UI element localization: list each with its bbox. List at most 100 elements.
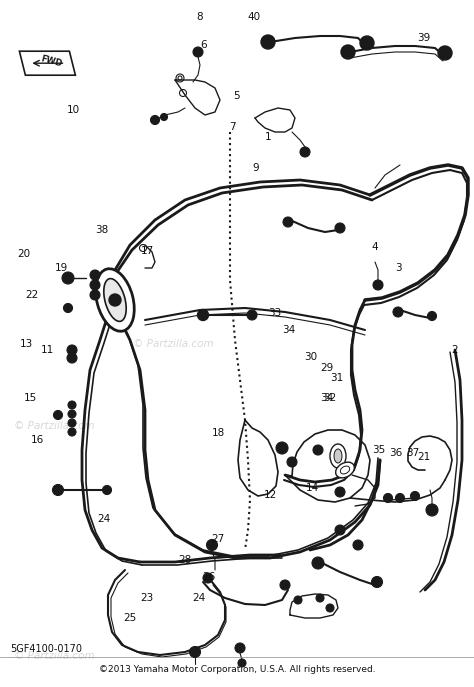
Circle shape — [193, 47, 203, 57]
Text: 6: 6 — [201, 40, 207, 49]
Text: FWD: FWD — [40, 54, 63, 69]
Circle shape — [90, 280, 100, 290]
Circle shape — [335, 487, 345, 497]
Text: 12: 12 — [264, 490, 277, 499]
Circle shape — [109, 294, 121, 306]
Text: 39: 39 — [418, 33, 431, 43]
Text: ©2013 Yamaha Motor Corporation, U.S.A. All rights reserved.: ©2013 Yamaha Motor Corporation, U.S.A. A… — [99, 664, 375, 673]
Text: 40: 40 — [247, 12, 260, 22]
Circle shape — [393, 307, 403, 317]
Circle shape — [283, 217, 293, 227]
Circle shape — [102, 486, 111, 495]
Circle shape — [313, 445, 323, 455]
Ellipse shape — [336, 462, 355, 478]
Circle shape — [247, 310, 257, 320]
Text: 28: 28 — [178, 555, 191, 565]
Text: 36: 36 — [389, 449, 402, 458]
Text: 31: 31 — [330, 373, 343, 383]
Text: 15: 15 — [24, 394, 37, 403]
Circle shape — [68, 428, 76, 436]
Circle shape — [62, 272, 74, 284]
Circle shape — [203, 573, 213, 583]
Circle shape — [53, 484, 64, 495]
Text: 32: 32 — [323, 394, 336, 403]
Circle shape — [67, 345, 77, 355]
Ellipse shape — [96, 269, 134, 331]
Text: © Partzilla.com: © Partzilla.com — [14, 421, 95, 431]
Text: 10: 10 — [67, 105, 80, 115]
Circle shape — [383, 493, 392, 502]
Text: 2: 2 — [452, 346, 458, 355]
Text: 14: 14 — [306, 483, 319, 493]
Circle shape — [161, 113, 167, 120]
Circle shape — [90, 270, 100, 280]
Text: 8: 8 — [196, 12, 202, 22]
Text: 18: 18 — [211, 428, 225, 438]
Text: 38: 38 — [95, 225, 109, 235]
Circle shape — [238, 659, 246, 667]
Text: 9: 9 — [253, 164, 259, 173]
Text: 16: 16 — [31, 435, 45, 444]
Circle shape — [312, 557, 324, 569]
Text: 3: 3 — [395, 263, 401, 273]
Circle shape — [68, 410, 76, 418]
Circle shape — [151, 115, 159, 124]
Text: 1: 1 — [264, 133, 271, 142]
Circle shape — [90, 290, 100, 300]
Text: 35: 35 — [373, 445, 386, 455]
Circle shape — [207, 539, 218, 550]
Text: 27: 27 — [211, 534, 225, 544]
Text: 34: 34 — [283, 325, 296, 335]
Text: 5: 5 — [234, 91, 240, 101]
Text: 30: 30 — [304, 352, 317, 362]
Circle shape — [335, 525, 345, 535]
Circle shape — [353, 540, 363, 550]
Text: 19: 19 — [55, 263, 68, 273]
Circle shape — [300, 147, 310, 157]
Circle shape — [341, 45, 355, 59]
Circle shape — [426, 504, 438, 516]
Text: 29: 29 — [320, 363, 334, 372]
Ellipse shape — [104, 279, 126, 322]
Circle shape — [360, 36, 374, 50]
Text: 20: 20 — [17, 249, 30, 259]
Circle shape — [67, 353, 77, 363]
Text: 26: 26 — [202, 572, 215, 582]
Circle shape — [287, 457, 297, 467]
Text: 33: 33 — [268, 308, 282, 317]
Text: 4: 4 — [371, 243, 378, 252]
Text: 37: 37 — [406, 449, 419, 458]
Circle shape — [54, 411, 63, 420]
Text: 13: 13 — [19, 339, 33, 348]
Circle shape — [261, 35, 275, 49]
Text: 17: 17 — [140, 246, 154, 256]
Circle shape — [276, 442, 288, 454]
Text: © Partzilla.com: © Partzilla.com — [14, 651, 95, 661]
Text: 25: 25 — [124, 613, 137, 623]
Circle shape — [235, 643, 245, 653]
Text: 24: 24 — [98, 514, 111, 523]
Circle shape — [438, 46, 452, 60]
Circle shape — [326, 604, 334, 612]
Text: 7: 7 — [229, 122, 236, 132]
Ellipse shape — [334, 449, 342, 463]
Text: © Partzilla.com: © Partzilla.com — [133, 339, 213, 348]
Circle shape — [335, 223, 345, 233]
Text: 34: 34 — [320, 394, 334, 403]
Circle shape — [373, 280, 383, 290]
Circle shape — [280, 580, 290, 590]
Text: 5GF4100-0170: 5GF4100-0170 — [10, 644, 82, 654]
Circle shape — [316, 594, 324, 602]
Circle shape — [410, 491, 419, 501]
Text: 11: 11 — [41, 346, 54, 355]
Text: 23: 23 — [140, 593, 154, 602]
Text: 24: 24 — [192, 593, 206, 602]
Circle shape — [68, 401, 76, 409]
Circle shape — [294, 596, 302, 604]
Circle shape — [64, 304, 73, 313]
Text: 21: 21 — [418, 452, 431, 462]
Circle shape — [372, 576, 383, 587]
Circle shape — [190, 646, 201, 657]
Ellipse shape — [330, 444, 346, 468]
Circle shape — [395, 493, 404, 502]
